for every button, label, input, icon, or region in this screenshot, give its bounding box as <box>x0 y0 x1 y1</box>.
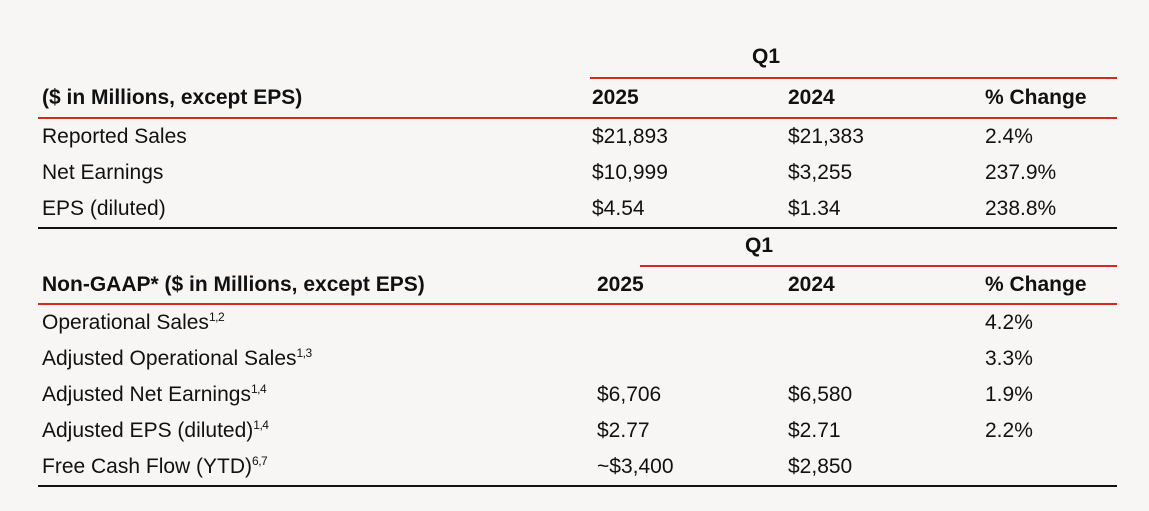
table2-header-2024: 2024 <box>788 273 835 296</box>
row-label: Net Earnings <box>42 161 164 184</box>
row-value-2024: $2,850 <box>788 455 853 478</box>
table2-header-2025: 2025 <box>597 273 644 296</box>
table2-group-rule <box>640 265 1117 267</box>
row-value-2025: ~$3,400 <box>597 455 674 478</box>
footnote-ref: 1,2 <box>208 310 225 324</box>
table1-header-change: % Change <box>985 86 1087 109</box>
table1-bottom-rule <box>38 227 1117 229</box>
table2-header-rule <box>38 303 1117 305</box>
row-value-2024: $6,580 <box>788 383 853 406</box>
row-label: Adjusted EPS (diluted)1,4 <box>42 418 269 442</box>
row-label: Adjusted Net Earnings1,4 <box>42 382 267 406</box>
row-change: 3.3% <box>985 347 1033 370</box>
row-change: 2.4% <box>985 125 1033 148</box>
row-value-2025: $2.77 <box>597 419 650 442</box>
row-value-2024: $21,383 <box>788 125 864 148</box>
footnote-ref: 6,7 <box>252 454 268 468</box>
row-label: EPS (diluted) <box>42 197 166 220</box>
table2-header-change: % Change <box>985 273 1087 296</box>
row-value-2024: $1.34 <box>788 197 841 220</box>
footnote-ref: 1,4 <box>250 382 267 396</box>
row-value-2025: $4.54 <box>592 197 645 220</box>
row-value-2024: $3,255 <box>788 161 853 184</box>
table1-header-2024: 2024 <box>788 86 835 109</box>
row-change: 1.9% <box>985 383 1033 406</box>
table2-bottom-rule <box>38 485 1117 487</box>
table2-header-label: Non-GAAP* ($ in Millions, except EPS) <box>42 273 425 296</box>
table1-header-2025: 2025 <box>592 86 639 109</box>
row-change: 237.9% <box>985 161 1057 184</box>
footnote-ref: 1,4 <box>253 418 269 432</box>
footnote-ref: 1,3 <box>296 346 313 360</box>
table1-group-rule <box>590 77 1117 79</box>
row-label: Adjusted Operational Sales1,3 <box>42 346 313 370</box>
row-change: 4.2% <box>985 311 1033 334</box>
table1-group-label: Q1 <box>752 45 781 68</box>
row-label: Free Cash Flow (YTD)6,7 <box>42 454 268 478</box>
row-value-2025: $6,706 <box>597 383 662 406</box>
row-change: 238.8% <box>985 197 1057 220</box>
row-value-2025: $10,999 <box>592 161 668 184</box>
table1-header-rule <box>38 117 1117 119</box>
row-label: Operational Sales1,2 <box>42 310 225 334</box>
row-value-2025: $21,893 <box>592 125 668 148</box>
table2-group-label: Q1 <box>745 234 774 257</box>
row-change: 2.2% <box>985 419 1033 442</box>
row-value-2024: $2.71 <box>788 419 841 442</box>
row-label: Reported Sales <box>42 125 187 148</box>
table1-header-label: ($ in Millions, except EPS) <box>42 86 303 109</box>
